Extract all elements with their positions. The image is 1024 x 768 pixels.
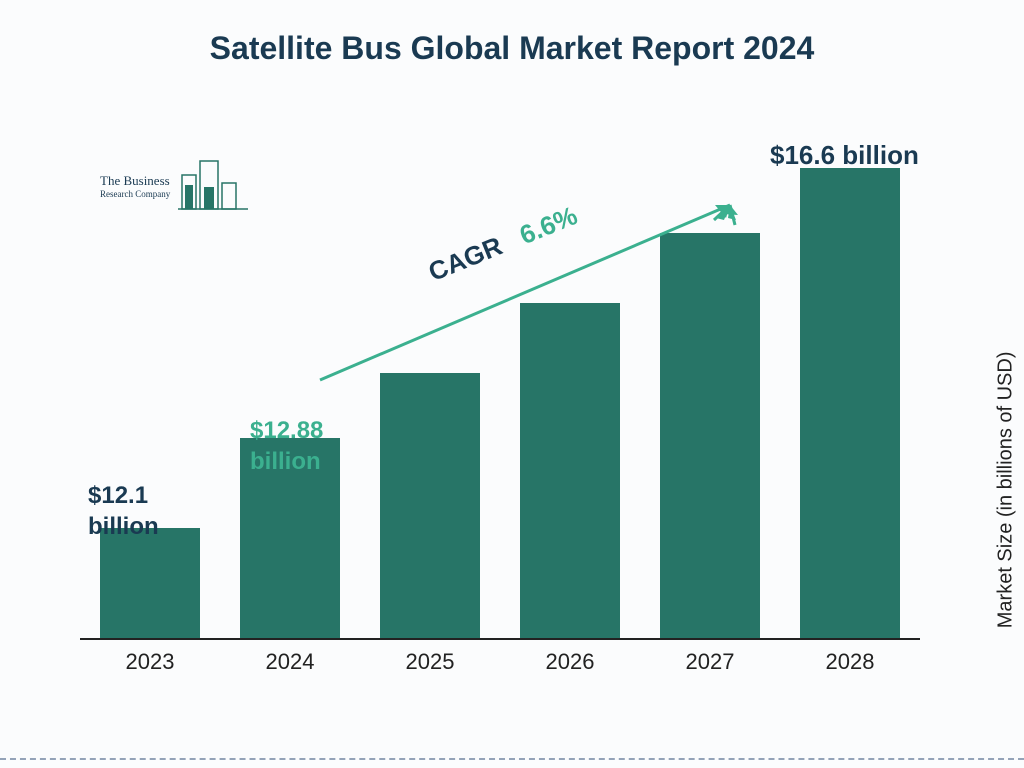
bar-2023 [100,528,200,638]
bar-2025 [380,373,480,638]
bar-2027 [660,233,760,638]
x-label-2026: 2026 [520,649,620,675]
callout-2024-unit: billion [250,448,321,475]
x-axis-labels: 2023 2024 2025 2026 2027 2028 [80,649,920,675]
x-label-2028: 2028 [800,649,900,675]
x-label-2027: 2027 [660,649,760,675]
chart-area: 2023 2024 2025 2026 2027 2028 [80,140,920,680]
callout-2023: $12.1 billion [88,480,159,542]
callout-2023-unit: billion [88,513,159,540]
y-axis-label: Market Size (in billions of USD) [995,352,1018,629]
callout-2028: $16.6 billion [770,140,919,171]
x-label-2025: 2025 [380,649,480,675]
x-label-2023: 2023 [100,649,200,675]
bars-container [80,138,920,638]
bottom-divider [0,758,1024,760]
x-label-2024: 2024 [240,649,340,675]
callout-2023-value: $12.1 [88,482,148,509]
bar-2026 [520,303,620,638]
callout-2024: $12.88 billion [250,415,323,477]
callout-2024-value: $12.88 [250,417,323,444]
bar-2028 [800,168,900,638]
x-axis-line [80,638,920,640]
chart-title: Satellite Bus Global Market Report 2024 [0,30,1024,67]
